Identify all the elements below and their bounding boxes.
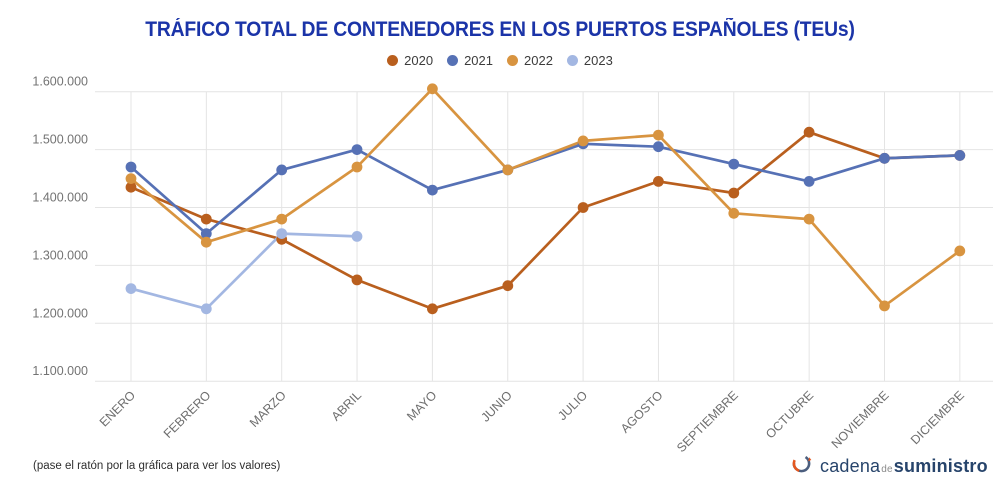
data-point-2021-diciembre[interactable] <box>954 150 966 161</box>
data-point-2021-octubre[interactable] <box>803 176 815 187</box>
legend-dot-2022 <box>507 55 518 66</box>
legend-label-2020: 2020 <box>404 53 434 68</box>
data-point-2020-agosto[interactable] <box>653 176 664 187</box>
legend-item-2023[interactable]: 2023 <box>566 53 613 68</box>
data-point-2021-mayo[interactable] <box>427 184 438 196</box>
footnote: (pase el ratón por la gráfica para ver l… <box>33 460 281 472</box>
chart-title: TRÁFICO TOTAL DE CONTENEDORES EN LOS PUE… <box>145 18 855 41</box>
data-point-2023-enero[interactable] <box>125 283 137 294</box>
line-series-2021 <box>129 142 962 235</box>
data-point-2021-abril[interactable] <box>351 144 363 156</box>
y-axis-label: 1.100.000 <box>32 364 88 378</box>
x-axis-label-octubre: OCTUBRE <box>763 388 816 441</box>
cycle-arrows-icon <box>790 452 813 480</box>
data-point-2022-noviembre[interactable] <box>879 300 890 312</box>
data-point-2022-abril[interactable] <box>351 161 363 173</box>
data-point-2022-diciembre[interactable] <box>954 245 966 257</box>
logo-text-suministro: suministro <box>893 455 988 476</box>
data-point-2020-junio[interactable] <box>502 280 514 292</box>
line-series-2023 <box>129 232 359 311</box>
x-axis-label-julio: JULIO <box>555 388 590 423</box>
legend: 2020 2021 2022 2023 <box>0 53 1000 68</box>
data-point-2021-febrero[interactable] <box>200 228 212 240</box>
y-axis-label: 1.600.000 <box>32 75 88 89</box>
data-point-2021-noviembre[interactable] <box>879 152 890 164</box>
x-axis-label-noviembre: NOVIEMBRE <box>829 388 892 451</box>
y-axis-label: 1.500.000 <box>32 133 88 147</box>
line-series-2020 <box>129 130 962 311</box>
data-point-2020-abril[interactable] <box>351 274 363 286</box>
x-axis-label-abril: ABRIL <box>329 388 364 423</box>
legend-item-2022[interactable]: 2022 <box>507 53 553 68</box>
data-point-2022-junio[interactable] <box>502 164 514 176</box>
legend-dot-2023 <box>566 55 578 66</box>
x-axis-label-agosto: AGOSTO <box>618 388 666 436</box>
data-point-2022-mayo[interactable] <box>427 83 438 95</box>
data-point-2020-mayo[interactable] <box>427 303 438 315</box>
logo-text-de: de <box>881 463 893 475</box>
data-point-2022-febrero[interactable] <box>200 236 212 248</box>
x-axis-label-septiembre: SEPTIEMBRE <box>674 388 741 455</box>
legend-item-2020[interactable]: 2020 <box>387 53 433 68</box>
data-point-2022-enero[interactable] <box>125 173 137 185</box>
data-point-2023-febrero[interactable] <box>200 303 212 315</box>
legend-item-2021[interactable]: 2021 <box>447 53 493 68</box>
x-axis-label-febrero: FEBRERO <box>161 388 214 441</box>
data-point-2022-marzo[interactable] <box>276 213 288 225</box>
data-point-2021-septiembre[interactable] <box>728 158 740 170</box>
x-axis-label-enero: ENERO <box>97 388 139 430</box>
data-point-2022-agosto[interactable] <box>653 129 664 141</box>
legend-dot-2021 <box>447 55 459 66</box>
legend-label-2022: 2022 <box>524 53 553 68</box>
x-axis-label-marzo: MARZO <box>247 388 289 430</box>
data-point-2020-enero[interactable] <box>125 181 137 193</box>
data-point-2022-septiembre[interactable] <box>728 207 740 219</box>
legend-label-2023: 2023 <box>583 53 613 68</box>
data-point-2021-marzo[interactable] <box>276 164 288 176</box>
data-point-2023-abril[interactable] <box>351 231 363 242</box>
data-point-2023-marzo[interactable] <box>276 228 288 240</box>
x-axis-label-mayo: MAYO <box>404 388 439 423</box>
logo-cadena-de-suministro[interactable]: cadenadesuministro <box>790 452 988 480</box>
legend-label-2021: 2021 <box>464 53 493 68</box>
y-axis-label: 1.400.000 <box>32 191 88 205</box>
data-point-2020-julio[interactable] <box>577 202 589 213</box>
data-point-2021-agosto[interactable] <box>653 141 664 153</box>
y-axis-label: 1.300.000 <box>32 248 88 262</box>
legend-dot-2020 <box>387 55 399 66</box>
data-point-2020-febrero[interactable] <box>200 213 212 225</box>
y-axis-label: 1.200.000 <box>32 306 88 320</box>
logo-text: cadenadesuministro <box>820 456 988 477</box>
data-point-2021-enero[interactable] <box>125 161 137 173</box>
logo-text-cadena: cadena <box>820 455 881 476</box>
data-point-2020-septiembre[interactable] <box>728 187 740 199</box>
line-series-2022 <box>129 87 962 308</box>
x-axis-label-diciembre: DICIEMBRE <box>908 388 967 447</box>
data-point-2020-octubre[interactable] <box>803 126 815 138</box>
data-point-2022-julio[interactable] <box>577 135 589 147</box>
data-point-2022-octubre[interactable] <box>803 213 815 225</box>
x-axis-label-junio: JUNIO <box>478 388 515 425</box>
